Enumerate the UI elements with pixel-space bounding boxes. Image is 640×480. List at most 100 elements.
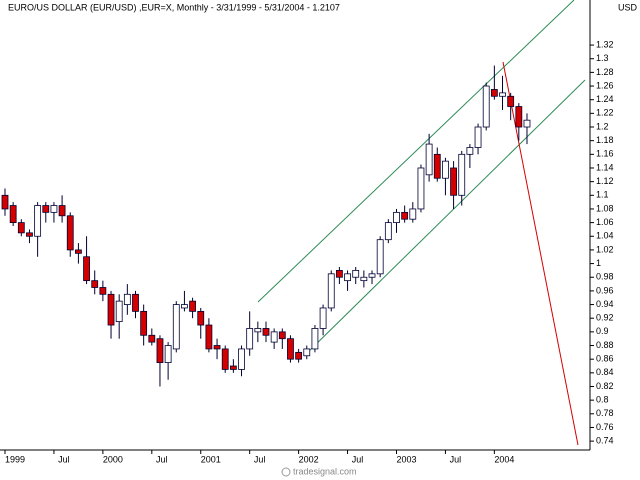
y-tick-label: 1.08 [596,203,614,213]
candle-body [213,345,221,350]
y-tick-label: 1.32 [596,39,614,49]
candle-body [376,239,384,275]
y-tick-label: 0.86 [596,354,614,364]
y-tick-label: 0.78 [596,408,614,418]
candle-body [238,348,245,370]
x-tick-label: Jul [352,454,364,464]
candle-body [42,205,50,213]
channel-upper [257,0,575,303]
x-tick-label: Jul [450,454,462,464]
y-tick-label: 1.06 [596,217,614,227]
candle-body [360,276,368,282]
candle-body [205,324,213,350]
candle-body [246,328,254,350]
candle-body [490,89,498,97]
candle-body [254,328,262,333]
y-tick-label: 1.14 [596,162,614,172]
candle-body [140,310,148,336]
candle-body [523,119,531,128]
candle-body [327,273,335,309]
candle-body [450,167,457,196]
x-tick-label: Jul [254,454,266,464]
candle-body [287,338,294,360]
candle-body [507,95,515,107]
candle-body [270,331,278,343]
candle-body [66,215,74,251]
footer-text: tradesignal.com [293,466,357,476]
candle-body [197,310,205,326]
x-tick-label: Jul [58,454,70,464]
candle-body [17,222,25,234]
x-tick-label: 2000 [103,454,123,464]
candle-body [368,273,376,278]
candle-body [115,300,123,323]
candle-body [393,211,400,224]
candle-body [482,85,490,128]
y-tick-label: 1.28 [596,67,614,77]
candle-body [58,205,66,217]
y-tick-label: 1.12 [596,176,614,186]
y-tick-label: 0.9 [596,326,609,336]
x-tick-label: 2003 [396,454,416,464]
candle-body [417,167,425,210]
candle-body [123,293,131,305]
x-tick-label: 2002 [299,454,319,464]
candle-body [107,293,115,326]
candle-body [466,147,474,155]
candle-body [515,106,523,128]
y-tick-label: 1.02 [596,244,614,254]
candle-body [442,160,449,179]
candle-body [99,287,107,295]
y-tick-label: 0.8 [596,395,609,405]
y-tick-label: 0.84 [596,367,614,377]
y-tick-label: 0.74 [596,435,614,445]
candle-body [148,334,156,343]
y-tick-label: 1.16 [596,149,614,159]
candle-body [335,270,343,278]
candle-body [172,304,180,350]
y-tick-label: 0.96 [596,285,614,295]
y-tick-label: 1.3 [596,53,609,63]
candle-body [278,331,286,340]
candle-body [262,328,270,336]
footer-icon [281,467,291,477]
y-tick-label: 0.98 [596,272,614,282]
candle-body [156,338,164,363]
x-tick-label: 2004 [494,454,514,464]
candle-body [409,208,417,220]
candle-body [75,249,82,254]
candle-body [181,304,188,309]
candle-body [499,92,506,97]
y-tick-label: 1.22 [596,108,614,118]
candle-body [384,222,392,241]
candle-body [344,273,351,282]
y-tick-label: 1.04 [596,231,614,241]
candle-body [433,153,441,179]
candle-body [352,270,360,278]
candle-body [132,293,139,312]
candle-body [189,300,196,312]
chart-title: EURO/US DOLLAR (EUR/USD) ,EUR=X, Monthly… [8,2,340,12]
candle-body [26,232,33,237]
candle-body [50,205,58,213]
candle-body [458,153,466,196]
candle-body [474,126,482,148]
y-tick-label: 1.18 [596,135,614,145]
candle-body [83,256,90,282]
candle-body [91,280,99,288]
y-tick-label: 0.94 [596,299,614,309]
channel-lower [304,79,586,356]
candle-body [229,365,237,370]
candle-body [1,194,9,210]
y-tick-label: 0.88 [596,340,614,350]
candle-body [9,205,17,224]
y-tick-label: 1.2 [596,121,609,131]
candle-body [221,348,229,370]
footer: tradesignal.com [281,466,357,477]
y-tick-label: 1.1 [596,190,609,200]
candle-body [319,307,327,329]
y-tick-label: 0.92 [596,313,614,323]
y-tick-label: 0.76 [596,422,614,432]
candle-body [401,211,409,220]
